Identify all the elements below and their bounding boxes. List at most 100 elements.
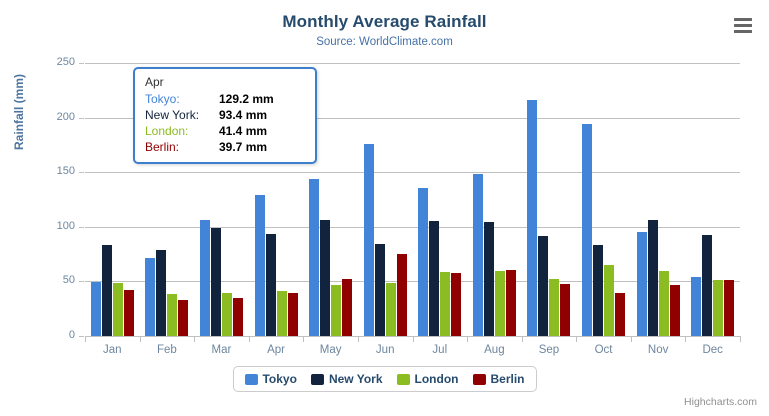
bar-berlin-jun[interactable] bbox=[396, 253, 407, 336]
bar-new-york-jun[interactable] bbox=[374, 243, 385, 336]
x-axis-tick-label: Oct bbox=[594, 344, 613, 356]
y-axis-tick-label: 50 bbox=[62, 274, 75, 287]
legend-item-london[interactable]: London bbox=[396, 372, 459, 386]
x-axis-tick-mark bbox=[467, 336, 469, 342]
y-axis-tick-mark bbox=[79, 281, 84, 283]
bar-london-jun[interactable] bbox=[385, 283, 396, 336]
x-axis-tick-label: May bbox=[319, 344, 342, 356]
bar-tokyo-nov[interactable] bbox=[636, 231, 647, 336]
legend-label: Tokyo bbox=[262, 372, 297, 386]
bar-tokyo-jan[interactable] bbox=[90, 281, 101, 336]
legend-label: Berlin bbox=[490, 372, 525, 386]
tooltip-series-name: Tokyo: bbox=[145, 92, 180, 106]
bar-tokyo-sep[interactable] bbox=[527, 99, 538, 336]
bar-london-apr[interactable] bbox=[276, 290, 287, 336]
bar-london-jan[interactable] bbox=[112, 282, 123, 336]
legend-label: London bbox=[414, 372, 459, 386]
plot-area bbox=[85, 63, 740, 336]
month-bar-group bbox=[303, 63, 358, 336]
bar-new-york-jul[interactable] bbox=[429, 221, 440, 336]
x-axis-tick-mark bbox=[139, 336, 141, 342]
bar-london-nov[interactable] bbox=[658, 271, 669, 336]
bar-berlin-jan[interactable] bbox=[123, 289, 134, 336]
tooltip-row: Berlin: 39.7 mm bbox=[145, 139, 305, 155]
x-axis-tick-label: Feb bbox=[156, 344, 177, 356]
y-axis-tick-mark bbox=[79, 172, 84, 174]
x-axis-tick-mark bbox=[685, 336, 687, 342]
gridline bbox=[85, 226, 740, 228]
bar-berlin-aug[interactable] bbox=[505, 270, 516, 336]
bar-berlin-dec[interactable] bbox=[724, 280, 735, 336]
bar-berlin-mar[interactable] bbox=[232, 298, 243, 336]
legend-item-tokyo[interactable]: Tokyo bbox=[244, 372, 297, 386]
bar-new-york-may[interactable] bbox=[320, 220, 331, 336]
tooltip-row: Tokyo: 129.2 mm bbox=[145, 91, 305, 107]
bar-berlin-jul[interactable] bbox=[451, 273, 462, 336]
tooltip-row: New York: 93.4 mm bbox=[145, 107, 305, 123]
bar-new-york-mar[interactable] bbox=[210, 228, 221, 336]
x-axis-tick-label: Nov bbox=[647, 344, 669, 356]
bar-berlin-apr[interactable] bbox=[287, 292, 298, 336]
hamburger-menu-icon[interactable] bbox=[731, 14, 755, 36]
y-axis-tick-label: 100 bbox=[56, 219, 75, 232]
bar-new-york-apr[interactable] bbox=[265, 234, 276, 336]
y-axis-tick-mark bbox=[79, 226, 84, 228]
y-axis-title: Rainfall (mm) bbox=[12, 73, 26, 150]
bar-berlin-nov[interactable] bbox=[669, 284, 680, 336]
month-bar-group bbox=[358, 63, 413, 336]
bar-tokyo-may[interactable] bbox=[309, 178, 320, 336]
tooltip-series-name: New York: bbox=[145, 108, 200, 122]
y-axis-tick-mark bbox=[79, 117, 84, 119]
x-axis-tick-mark bbox=[357, 336, 359, 342]
bar-tokyo-aug[interactable] bbox=[472, 173, 483, 336]
bar-london-mar[interactable] bbox=[221, 293, 232, 336]
x-axis-tick-label: Jun bbox=[375, 344, 395, 356]
gridline bbox=[85, 281, 740, 283]
bar-london-oct[interactable] bbox=[604, 264, 615, 336]
legend-label: New York bbox=[328, 372, 383, 386]
y-axis-tick-label: 150 bbox=[56, 165, 75, 178]
bar-london-feb[interactable] bbox=[167, 293, 178, 336]
gridline bbox=[85, 117, 740, 119]
bar-london-may[interactable] bbox=[331, 284, 342, 336]
month-bar-group bbox=[85, 63, 140, 336]
month-bar-group bbox=[467, 63, 522, 336]
credits-link[interactable]: Highcharts.com bbox=[684, 396, 757, 408]
bar-london-sep[interactable] bbox=[549, 278, 560, 336]
bar-berlin-may[interactable] bbox=[342, 278, 353, 336]
bar-tokyo-mar[interactable] bbox=[199, 219, 210, 336]
bar-tokyo-apr[interactable] bbox=[254, 194, 265, 336]
bar-new-york-feb[interactable] bbox=[156, 249, 167, 336]
bar-tokyo-oct[interactable] bbox=[582, 124, 593, 336]
bar-tokyo-jul[interactable] bbox=[418, 187, 429, 336]
bar-london-jul[interactable] bbox=[440, 271, 451, 336]
bar-tokyo-dec[interactable] bbox=[691, 276, 702, 336]
tooltip-row: London: 41.4 mm bbox=[145, 123, 305, 139]
bar-new-york-sep[interactable] bbox=[538, 236, 549, 336]
bar-new-york-jan[interactable] bbox=[101, 244, 112, 336]
bar-tokyo-jun[interactable] bbox=[363, 143, 374, 336]
bar-london-dec[interactable] bbox=[713, 280, 724, 336]
legend-item-new-york[interactable]: New York bbox=[310, 372, 383, 386]
tooltip-series-value: 129.2 mm bbox=[219, 92, 274, 106]
month-bar-group bbox=[194, 63, 249, 336]
hamburger-bar-2 bbox=[734, 23, 752, 27]
gridline bbox=[85, 63, 740, 64]
month-bar-group bbox=[631, 63, 686, 336]
month-bar-group bbox=[413, 63, 468, 336]
bar-london-aug[interactable] bbox=[494, 270, 505, 336]
tooltip-series-value: 39.7 mm bbox=[219, 140, 268, 154]
bar-new-york-aug[interactable] bbox=[483, 222, 494, 336]
y-axis-tick-label: 200 bbox=[56, 110, 75, 123]
month-bar-group bbox=[140, 63, 195, 336]
bar-tokyo-feb[interactable] bbox=[145, 257, 156, 336]
bar-new-york-nov[interactable] bbox=[647, 219, 658, 336]
x-axis-tick-label: Dec bbox=[702, 344, 723, 356]
bar-new-york-oct[interactable] bbox=[593, 244, 604, 336]
bar-berlin-sep[interactable] bbox=[560, 284, 571, 336]
legend-item-berlin[interactable]: Berlin bbox=[472, 372, 525, 386]
bar-berlin-feb[interactable] bbox=[178, 299, 189, 336]
bar-new-york-dec[interactable] bbox=[702, 235, 713, 336]
bar-berlin-oct[interactable] bbox=[615, 293, 626, 336]
